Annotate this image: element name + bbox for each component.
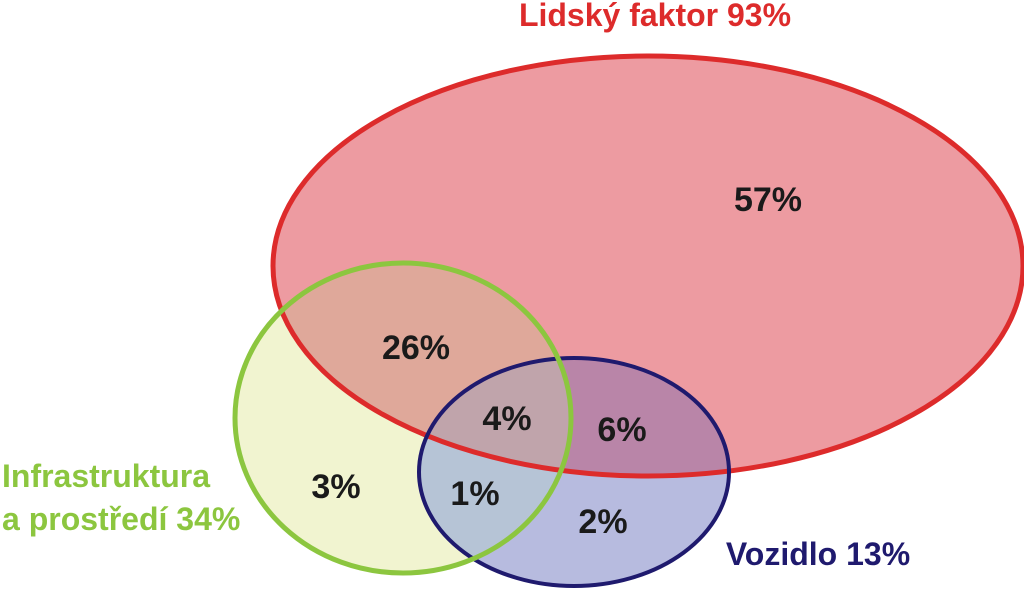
region-vehicle-only: 2% (578, 503, 627, 541)
region-human-vehicle: 6% (597, 411, 646, 449)
human-infrastructure-overlap (273, 263, 571, 476)
vehicle-title: Vozidlo 13% (726, 536, 910, 572)
infrastructure-circle-outline (232, 260, 574, 576)
region-infrastructure-only: 3% (311, 468, 360, 506)
all-three-overlap (419, 358, 571, 476)
human-factor-title: Lidský faktor 93% (519, 0, 791, 33)
region-infrastructure-vehicle: 1% (450, 475, 499, 513)
region-human-only: 57% (734, 181, 802, 219)
region-all-three: 4% (482, 400, 531, 438)
infrastructure-title-line1: Infrastruktura (2, 458, 210, 494)
vehicle-ellipse-outline (417, 356, 731, 588)
infrastructure-title-line2: a prostředí 34% (2, 501, 240, 537)
human-factor-ellipse-outline (270, 53, 1024, 479)
region-human-infrastructure: 26% (382, 329, 450, 367)
